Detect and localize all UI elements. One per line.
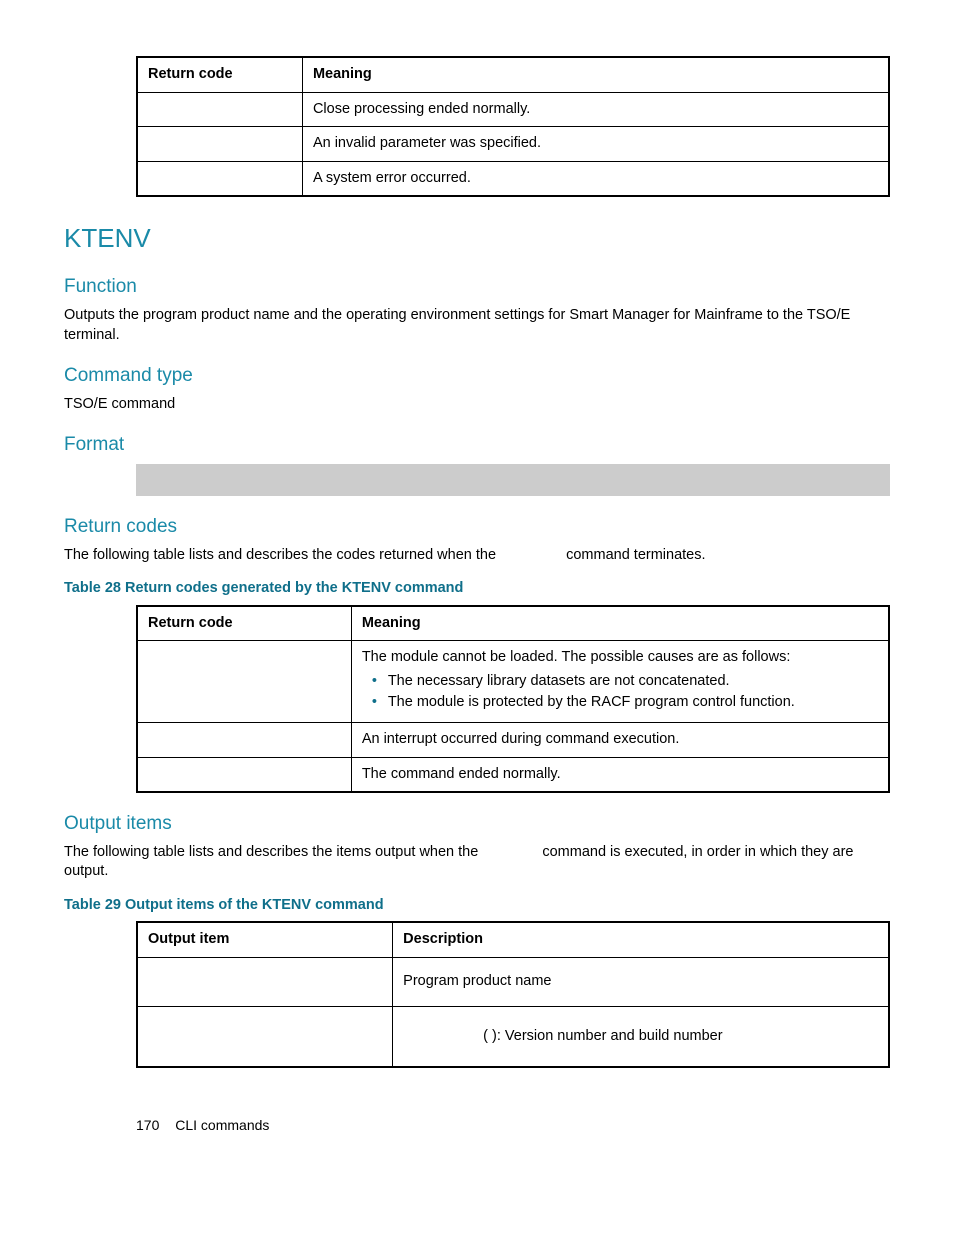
td-code: [137, 641, 351, 723]
td-meaning: An invalid parameter was specified.: [302, 127, 889, 162]
table-header-row: Output item Description: [137, 922, 889, 957]
td-meaning: An interrupt occurred during command exe…: [351, 722, 889, 757]
td-meaning: Close processing ended normally.: [302, 92, 889, 127]
intro-pre: The following table lists and describes …: [64, 844, 482, 860]
table-row: The command ended normally.: [137, 757, 889, 792]
table-row: ( ): Version number and build number: [137, 1006, 889, 1067]
table-top: Return code Meaning Close processing end…: [136, 56, 890, 197]
td-desc: ( ): Version number and build number: [393, 1006, 889, 1067]
function-body: Outputs the program product name and the…: [64, 306, 890, 345]
subsection-title-command-type: Command type: [64, 363, 890, 389]
th-return-code: Return code: [137, 606, 351, 641]
table-29-wrap: Output item Description Program product …: [136, 921, 890, 1068]
output-items-intro: The following table lists and describes …: [64, 843, 890, 882]
th-output-item: Output item: [137, 922, 393, 957]
command-type-body: TSO/E command: [64, 395, 890, 415]
return-codes-intro: The following table lists and describes …: [64, 546, 890, 566]
td-item: [137, 957, 393, 1006]
td-meaning: The command ended normally.: [351, 757, 889, 792]
format-code-block: [136, 464, 890, 496]
page-footer: 170 CLI commands: [64, 1116, 890, 1135]
table-28: Return code Meaning The module cannot be…: [136, 605, 890, 793]
meaning-lead: The module cannot be loaded. The possibl…: [362, 649, 791, 665]
td-meaning: A system error occurred.: [302, 161, 889, 196]
table-row: The module cannot be loaded. The possibl…: [137, 641, 889, 723]
bullet-item: The necessary library datasets are not c…: [388, 672, 878, 692]
td-code: [137, 722, 351, 757]
th-meaning: Meaning: [351, 606, 889, 641]
td-item: [137, 1006, 393, 1067]
table-29-caption: Table 29 Output items of the KTENV comma…: [64, 896, 890, 916]
page-number: 170: [136, 1116, 159, 1135]
bullet-item: The module is protected by the RACF prog…: [388, 693, 878, 713]
table-row: An invalid parameter was specified.: [137, 127, 889, 162]
td-code: [137, 757, 351, 792]
table-28-wrap: Return code Meaning The module cannot be…: [136, 605, 890, 793]
intro-post: command terminates.: [566, 547, 705, 563]
intro-pre: The following table lists and describes …: [64, 547, 500, 563]
subsection-title-format: Format: [64, 432, 890, 458]
table-29: Output item Description Program product …: [136, 921, 890, 1068]
th-description: Description: [393, 922, 889, 957]
td-desc: Program product name: [393, 957, 889, 1006]
table-28-caption: Table 28 Return codes generated by the K…: [64, 579, 890, 599]
table-row: Program product name: [137, 957, 889, 1006]
th-meaning: Meaning: [302, 57, 889, 92]
td-code: [137, 92, 302, 127]
top-table-wrap: Return code Meaning Close processing end…: [136, 56, 890, 197]
meaning-bullets: The necessary library datasets are not c…: [362, 672, 878, 713]
table-row: A system error occurred.: [137, 161, 889, 196]
subsection-title-output-items: Output items: [64, 811, 890, 837]
table-header-row: Return code Meaning: [137, 57, 889, 92]
td-code: [137, 127, 302, 162]
format-block: [136, 464, 890, 496]
td-meaning: The module cannot be loaded. The possibl…: [351, 641, 889, 723]
chapter-title: CLI commands: [175, 1117, 269, 1133]
table-row: An interrupt occurred during command exe…: [137, 722, 889, 757]
td-code: [137, 161, 302, 196]
subsection-title-function: Function: [64, 274, 890, 300]
table-row: Close processing ended normally.: [137, 92, 889, 127]
th-return-code: Return code: [137, 57, 302, 92]
subsection-title-return-codes: Return codes: [64, 514, 890, 540]
table-header-row: Return code Meaning: [137, 606, 889, 641]
section-title-ktenv: KTENV: [64, 221, 890, 256]
